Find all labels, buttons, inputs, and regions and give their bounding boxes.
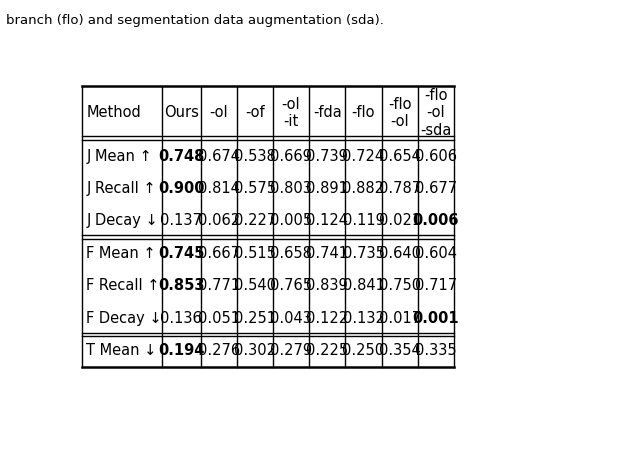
Text: -ol: -ol bbox=[209, 105, 228, 120]
Text: 0.136: 0.136 bbox=[160, 311, 202, 326]
Text: 0.017: 0.017 bbox=[379, 311, 420, 326]
Text: 0.137: 0.137 bbox=[160, 213, 202, 228]
Text: 0.735: 0.735 bbox=[342, 246, 385, 261]
Text: 0.276: 0.276 bbox=[198, 343, 240, 358]
Text: 0.853: 0.853 bbox=[158, 278, 204, 293]
Text: 0.043: 0.043 bbox=[270, 311, 312, 326]
Text: 0.251: 0.251 bbox=[234, 311, 276, 326]
Text: 0.604: 0.604 bbox=[415, 246, 457, 261]
Text: J Decay ↓: J Decay ↓ bbox=[86, 213, 158, 228]
Text: 0.227: 0.227 bbox=[234, 213, 276, 228]
Text: 0.194: 0.194 bbox=[158, 343, 204, 358]
Text: 0.882: 0.882 bbox=[342, 181, 385, 196]
Text: 0.814: 0.814 bbox=[198, 181, 239, 196]
Text: -ol
-it: -ol -it bbox=[282, 96, 300, 129]
Text: -flo
-ol
-sda: -flo -ol -sda bbox=[420, 88, 452, 138]
Text: 0.132: 0.132 bbox=[342, 311, 385, 326]
Text: 0.021: 0.021 bbox=[379, 213, 420, 228]
Text: 0.540: 0.540 bbox=[234, 278, 276, 293]
Text: 0.006: 0.006 bbox=[413, 213, 459, 228]
Text: 0.745: 0.745 bbox=[158, 246, 204, 261]
Text: 0.062: 0.062 bbox=[198, 213, 240, 228]
Text: 0.001: 0.001 bbox=[413, 311, 459, 326]
Text: 0.748: 0.748 bbox=[158, 149, 204, 164]
Text: 0.354: 0.354 bbox=[379, 343, 420, 358]
Text: 0.658: 0.658 bbox=[270, 246, 312, 261]
Text: 0.677: 0.677 bbox=[415, 181, 457, 196]
Text: F Recall ↑: F Recall ↑ bbox=[86, 278, 160, 293]
Text: 0.841: 0.841 bbox=[342, 278, 385, 293]
Text: 0.839: 0.839 bbox=[307, 278, 348, 293]
Text: J Mean ↑: J Mean ↑ bbox=[86, 149, 152, 164]
Text: -of: -of bbox=[245, 105, 265, 120]
Text: 0.674: 0.674 bbox=[198, 149, 239, 164]
Text: 0.538: 0.538 bbox=[234, 149, 276, 164]
Text: branch (flo) and segmentation data augmentation (sda).: branch (flo) and segmentation data augme… bbox=[6, 14, 384, 27]
Text: -flo
-ol: -flo -ol bbox=[388, 96, 412, 129]
Text: 0.803: 0.803 bbox=[270, 181, 312, 196]
Text: 0.575: 0.575 bbox=[234, 181, 276, 196]
Text: J Recall ↑: J Recall ↑ bbox=[86, 181, 156, 196]
Text: 0.669: 0.669 bbox=[270, 149, 312, 164]
Text: 0.005: 0.005 bbox=[270, 213, 312, 228]
Text: 0.771: 0.771 bbox=[198, 278, 240, 293]
Text: 0.335: 0.335 bbox=[415, 343, 457, 358]
Text: 0.279: 0.279 bbox=[270, 343, 312, 358]
Text: 0.750: 0.750 bbox=[379, 278, 420, 293]
Text: 0.654: 0.654 bbox=[379, 149, 420, 164]
Text: 0.302: 0.302 bbox=[234, 343, 276, 358]
Text: 0.051: 0.051 bbox=[198, 311, 239, 326]
Text: 0.606: 0.606 bbox=[415, 149, 457, 164]
Text: 0.717: 0.717 bbox=[415, 278, 457, 293]
Text: 0.741: 0.741 bbox=[307, 246, 348, 261]
Text: 0.891: 0.891 bbox=[307, 181, 348, 196]
Text: 0.515: 0.515 bbox=[234, 246, 276, 261]
Text: 0.124: 0.124 bbox=[307, 213, 348, 228]
Text: 0.900: 0.900 bbox=[158, 181, 204, 196]
Text: Ours: Ours bbox=[164, 105, 198, 120]
Text: 0.765: 0.765 bbox=[270, 278, 312, 293]
Text: F Decay ↓: F Decay ↓ bbox=[86, 311, 162, 326]
Text: T Mean ↓: T Mean ↓ bbox=[86, 343, 157, 358]
Text: 0.667: 0.667 bbox=[198, 246, 239, 261]
Text: 0.724: 0.724 bbox=[342, 149, 385, 164]
Text: 0.122: 0.122 bbox=[306, 311, 348, 326]
Text: 0.250: 0.250 bbox=[342, 343, 385, 358]
Text: 0.739: 0.739 bbox=[307, 149, 348, 164]
Text: -flo: -flo bbox=[352, 105, 375, 120]
Text: Method: Method bbox=[86, 105, 141, 120]
Text: 0.787: 0.787 bbox=[379, 181, 420, 196]
Text: -fda: -fda bbox=[313, 105, 342, 120]
Text: 0.640: 0.640 bbox=[379, 246, 420, 261]
Text: F Mean ↑: F Mean ↑ bbox=[86, 246, 156, 261]
Text: 0.119: 0.119 bbox=[342, 213, 385, 228]
Text: 0.225: 0.225 bbox=[306, 343, 348, 358]
